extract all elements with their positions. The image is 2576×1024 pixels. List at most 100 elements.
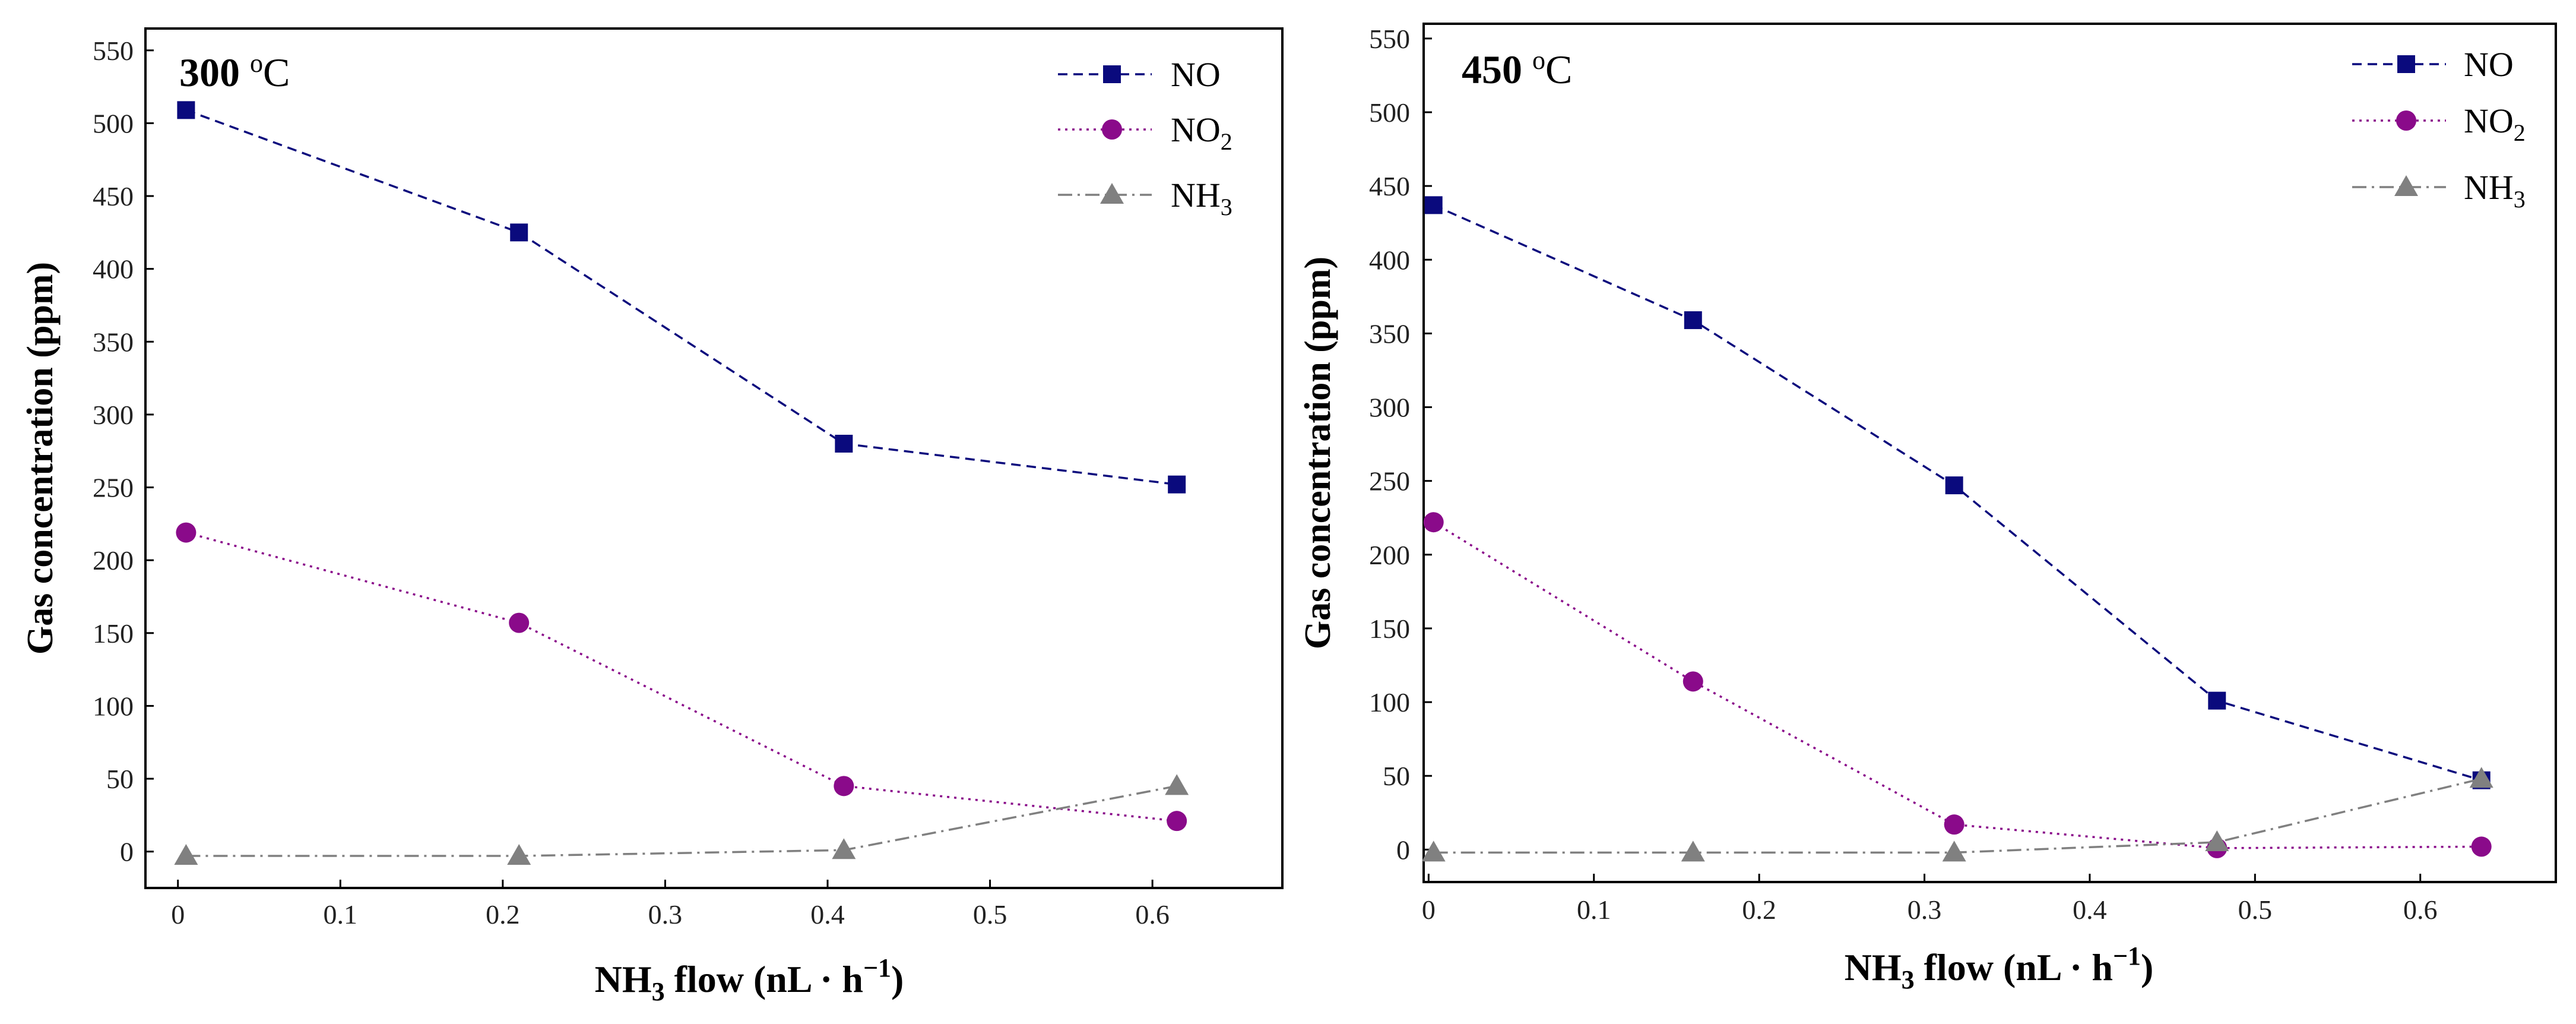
x-label-subscript: 3 — [1902, 965, 1915, 994]
series-nh3 — [1421, 767, 2493, 862]
y-tick-label: 0 — [120, 837, 134, 867]
x-tick-label: 0.5 — [973, 899, 1007, 930]
data-point-nh3 — [1421, 840, 1446, 862]
y-tick-label: 150 — [93, 618, 134, 649]
x-label-superscript: −1 — [863, 953, 891, 982]
x-tick-label: 0.4 — [2073, 895, 2107, 925]
data-point-no — [2208, 691, 2226, 710]
x-axis-label: NH3 flow (nL · h−1) — [595, 953, 904, 1006]
title-value: 300 — [179, 50, 250, 95]
legend-label: NH3 — [2464, 168, 2526, 213]
plot-frame — [1422, 23, 2557, 883]
y-tick-label: 300 — [93, 400, 134, 430]
y-tick-label: 550 — [93, 36, 134, 66]
data-point-no2 — [2471, 836, 2492, 857]
y-tick-label: 50 — [106, 764, 134, 794]
y-tick-label: 200 — [1369, 540, 1410, 570]
data-point-nh3 — [1165, 774, 1189, 795]
x-label-part: NH — [595, 958, 652, 1000]
y-tick-label: 150 — [1369, 614, 1410, 644]
legend-label: NO — [2464, 45, 2514, 84]
data-point-nh3 — [832, 838, 856, 859]
x-tick-label: 0.1 — [324, 899, 358, 930]
x-tick-label: 0.6 — [2403, 895, 2438, 925]
legend-item-no: NO — [1058, 55, 1221, 94]
legend-label-main: NO — [2464, 45, 2514, 84]
data-point-no2 — [1683, 671, 1703, 692]
series-line-no — [185, 109, 1177, 486]
y-tick-label: 250 — [93, 473, 134, 503]
data-point-no2 — [1167, 811, 1187, 832]
x-label-superscript: −1 — [2113, 941, 2141, 971]
legend-marker-circle-icon — [2396, 110, 2416, 131]
y-tick-label: 550 — [1369, 24, 1410, 54]
legend-label-main: NO — [1171, 55, 1221, 94]
data-point-nh3 — [1942, 840, 1966, 862]
legend-label: NO — [1171, 55, 1221, 94]
data-point-no — [1684, 311, 1702, 330]
y-tick-label: 100 — [93, 691, 134, 721]
panel-title: 300 oC — [179, 49, 290, 95]
x-label-part: ) — [891, 958, 904, 1000]
data-point-no2 — [509, 612, 530, 633]
data-point-no2 — [176, 522, 197, 543]
y-tick-label: 450 — [1369, 171, 1410, 201]
series-nh3 — [174, 774, 1189, 865]
chart-panel-2: 0 0.1 0.2 0.3 0.4 0.5 0.6050100150200250300350… — [1298, 23, 2557, 994]
series-no2 — [176, 522, 1187, 832]
legend-marker-triangle-icon — [1100, 183, 1124, 204]
legend-label-main: NH — [1171, 176, 1221, 214]
x-tick-label: 0 — [171, 899, 185, 930]
legend-label-main: NO — [1171, 110, 1221, 149]
legend-label-subscript: 2 — [1221, 128, 1232, 155]
legend-item-no2: NO2 — [1058, 110, 1232, 155]
title-unit: C — [263, 50, 290, 95]
x-label-subscript: 3 — [652, 977, 665, 1006]
data-point-no — [1424, 196, 1443, 214]
title-unit: C — [1545, 47, 1572, 92]
x-label-part: flow (nL · h — [1915, 946, 2113, 988]
x-tick-label: 0.5 — [2238, 895, 2273, 925]
y-axis-label: Gas concentration (ppm) — [20, 262, 61, 655]
data-point-nh3 — [2469, 767, 2493, 788]
data-point-no — [1945, 476, 1963, 495]
legend-item-nh3: NH3 — [1058, 176, 1232, 220]
legend-marker-square-icon — [1103, 65, 1121, 83]
y-tick-label: 0 — [1396, 835, 1410, 865]
data-point-no — [1168, 475, 1186, 494]
series-line-nh3 — [186, 785, 1177, 857]
data-point-no — [510, 223, 528, 242]
data-point-nh3 — [2205, 830, 2229, 851]
x-tick-label: 0.4 — [810, 899, 845, 930]
y-tick-label: 500 — [1369, 97, 1410, 128]
legend-item-no2: NO2 — [2352, 102, 2526, 146]
data-point-no2 — [834, 776, 854, 797]
legend-label: NO2 — [1171, 110, 1232, 155]
data-point-no — [835, 434, 853, 453]
x-tick-label: 0.3 — [648, 899, 683, 930]
y-tick-label: 400 — [93, 254, 134, 285]
legend-item-nh3: NH3 — [2352, 168, 2526, 213]
series-line-no2 — [185, 531, 1177, 822]
legend-item-no: NO — [2352, 45, 2514, 84]
legend-label: NH3 — [1171, 176, 1232, 220]
legend-label-main: NH — [2464, 168, 2514, 207]
x-tick-label: 0.2 — [1742, 895, 1776, 925]
y-tick-label: 350 — [93, 327, 134, 357]
y-tick-label: 50 — [1383, 761, 1410, 791]
y-tick-label: 100 — [1369, 687, 1410, 718]
y-tick-label: 450 — [93, 181, 134, 211]
title-value: 450 — [1462, 47, 1532, 92]
legend-label-subscript: 2 — [2514, 119, 2526, 146]
legend-marker-circle-icon — [1102, 119, 1122, 140]
title-degree-symbol: o — [1532, 46, 1545, 75]
data-point-nh3 — [507, 844, 531, 865]
panel-title: 450 oC — [1462, 46, 1572, 92]
legend-label-subscript: 3 — [2514, 186, 2526, 213]
data-point-no2 — [1423, 512, 1444, 533]
plot-frame — [144, 27, 1284, 889]
legend-label-main: NO — [2464, 102, 2514, 140]
data-point-no2 — [1944, 814, 1965, 835]
legend-marker-square-icon — [2397, 55, 2415, 73]
